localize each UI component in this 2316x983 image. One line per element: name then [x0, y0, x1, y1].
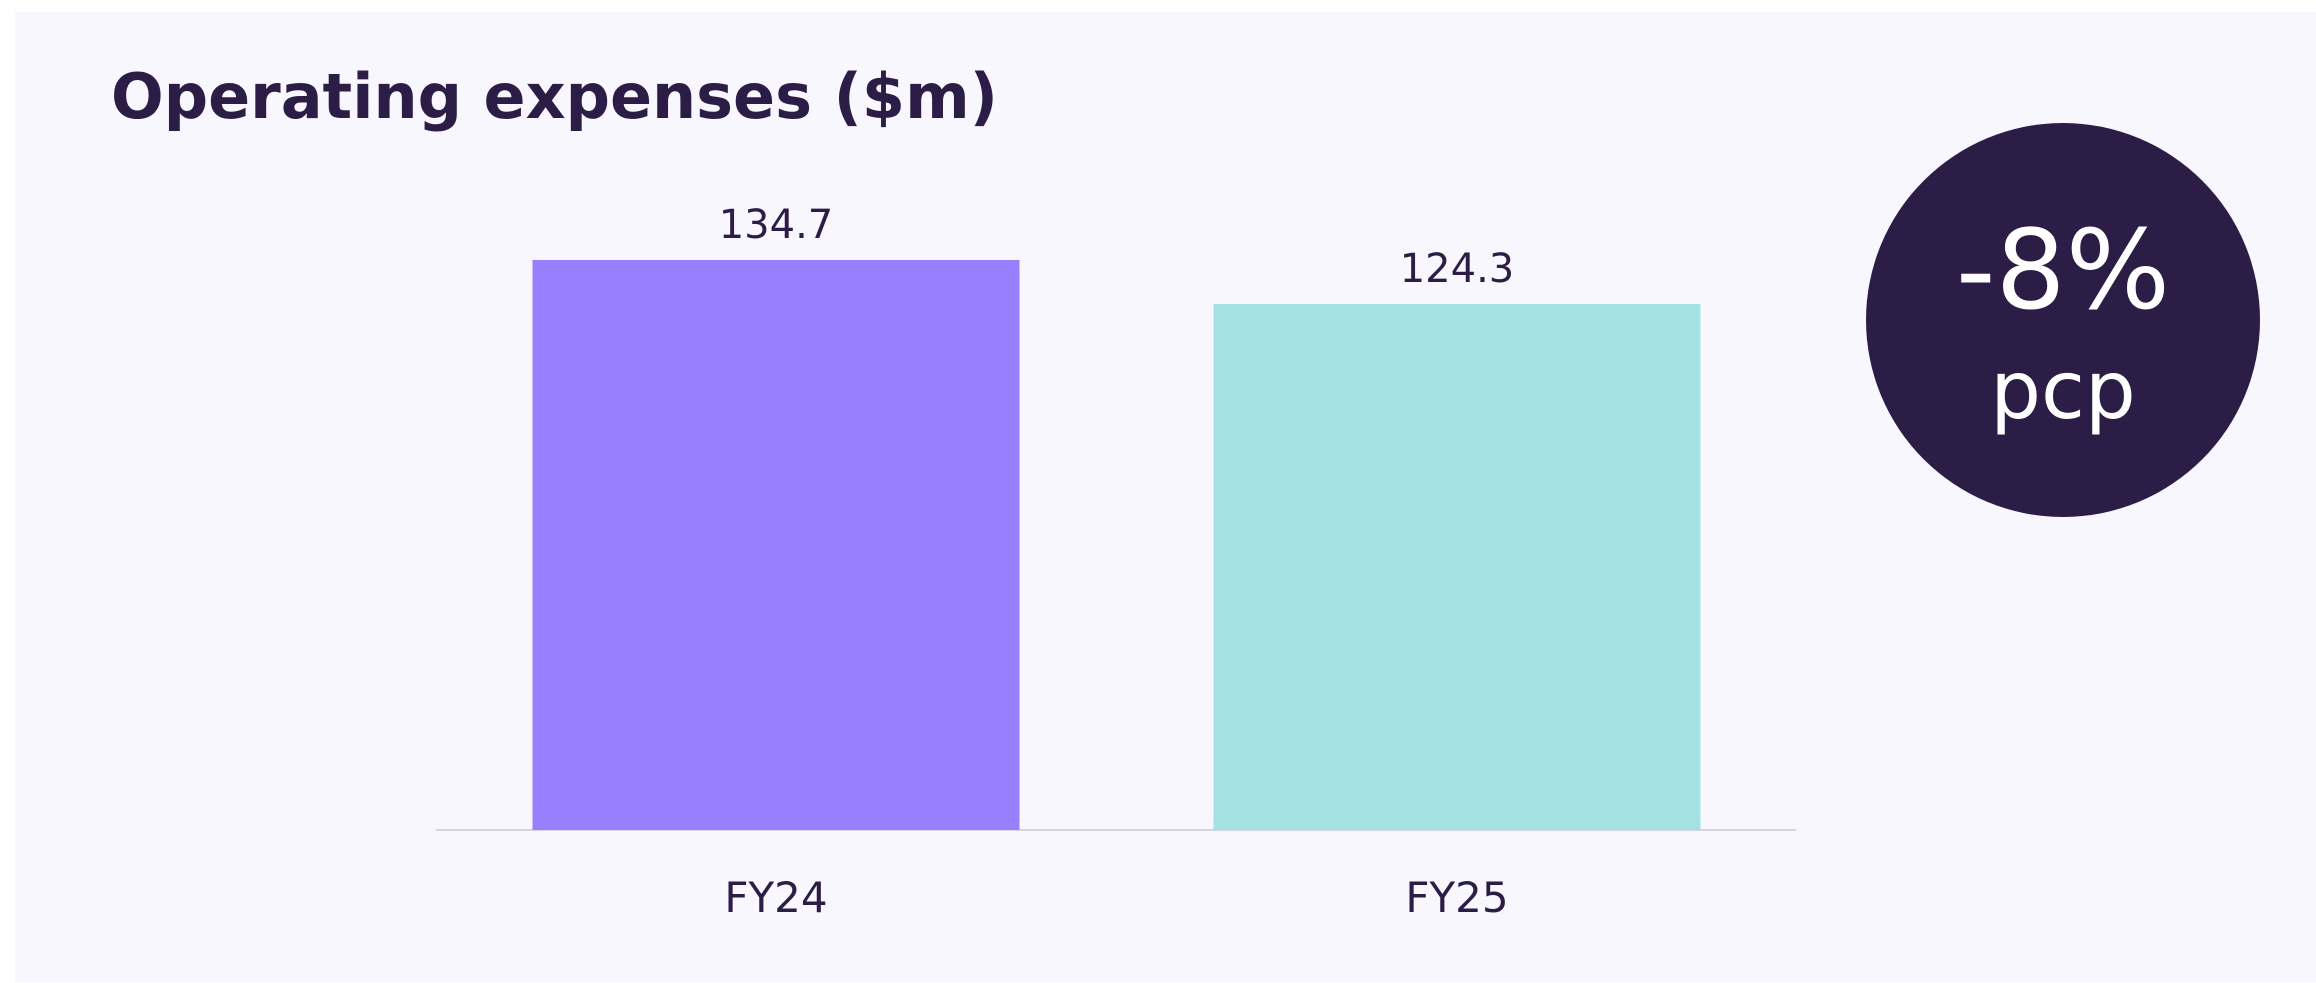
x-tick-label: FY24: [724, 873, 827, 922]
chart-title: Operating expenses ($m): [111, 60, 998, 133]
bar: [1213, 304, 1701, 830]
value-label: 134.7: [719, 202, 834, 248]
x-tick-label: FY25: [1405, 873, 1508, 922]
badge-caption: pcp: [1990, 344, 2136, 437]
value-label: 124.3: [1400, 246, 1515, 292]
badge-value: -8%: [1956, 206, 2170, 334]
bar: [532, 260, 1020, 830]
badge: [1866, 123, 2260, 517]
